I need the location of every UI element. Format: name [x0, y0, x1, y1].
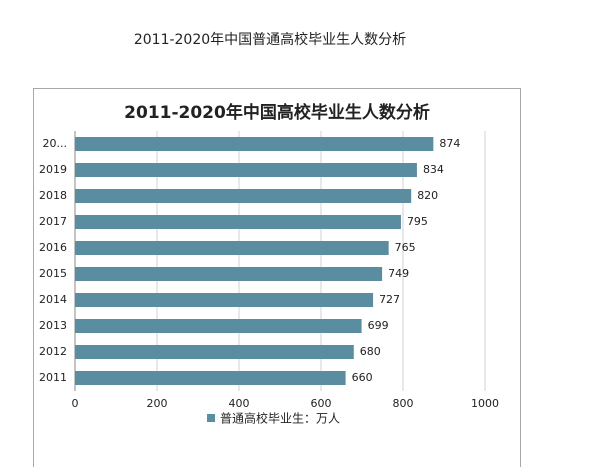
- value-label: 660: [352, 371, 373, 384]
- value-label: 765: [395, 241, 416, 254]
- value-label: 834: [423, 163, 444, 176]
- y-tick-label: 20...: [43, 137, 68, 150]
- bar: [75, 137, 434, 151]
- y-tick-label: 2015: [39, 267, 67, 280]
- x-tick-label: 800: [393, 397, 414, 410]
- legend-swatch: [207, 414, 215, 422]
- x-tick-label: 200: [147, 397, 168, 410]
- x-tick-label: 600: [311, 397, 332, 410]
- y-tick-label: 2016: [39, 241, 67, 254]
- y-tick-label: 2011: [39, 371, 67, 384]
- y-tick-label: 2013: [39, 319, 67, 332]
- bar: [75, 319, 362, 333]
- bar: [75, 215, 401, 229]
- x-tick-label: 400: [229, 397, 250, 410]
- value-label: 699: [368, 319, 389, 332]
- page-caption: 2011-2020年中国普通高校毕业生人数分析: [134, 31, 406, 48]
- value-label: 874: [439, 137, 460, 150]
- bar: [75, 241, 389, 255]
- value-label: 680: [360, 345, 381, 358]
- y-tick-label: 2018: [39, 189, 67, 202]
- bar: [75, 293, 374, 307]
- value-label: 727: [379, 293, 400, 306]
- y-tick-label: 2012: [39, 345, 67, 358]
- value-label: 749: [388, 267, 409, 280]
- bar: [75, 371, 346, 385]
- legend-label: 普通高校毕业生：万人: [220, 411, 340, 426]
- y-tick-label: 2017: [39, 215, 67, 228]
- y-tick-label: 2019: [39, 163, 67, 176]
- bar: [75, 163, 417, 177]
- bar: [75, 267, 383, 281]
- bar: [75, 345, 354, 359]
- x-tick-label: 0: [72, 397, 79, 410]
- y-tick-label: 2014: [39, 293, 67, 306]
- value-label: 820: [417, 189, 438, 202]
- x-tick-label: 1000: [471, 397, 499, 410]
- bar: [75, 189, 412, 203]
- value-label: 795: [407, 215, 428, 228]
- chart-title: 2011-2020年中国高校毕业生人数分析: [124, 102, 430, 123]
